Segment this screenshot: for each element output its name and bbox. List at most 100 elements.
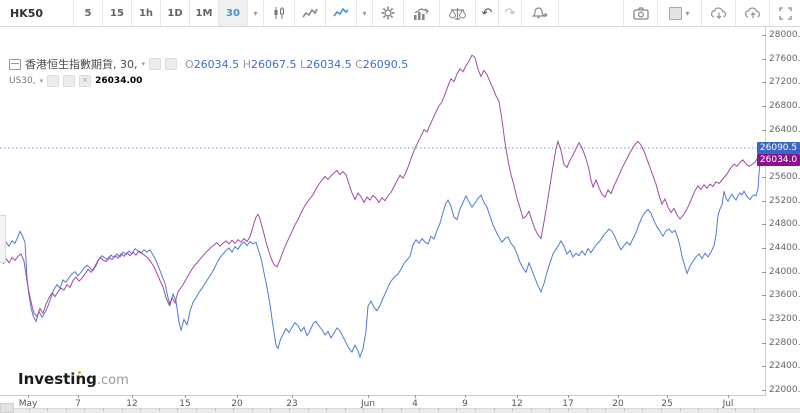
legend-compare-row: US30, ▾ × 26034.00 (9, 75, 408, 87)
alert-button[interactable] (522, 0, 559, 26)
price-tick-label: 27600.0 (769, 53, 800, 64)
strip-tick (66, 408, 67, 411)
time-tick-mark (517, 395, 518, 398)
chart-type-caret[interactable]: ▾ (357, 0, 373, 26)
fullscreen-button[interactable] (769, 0, 800, 26)
bell-plus-icon (532, 7, 548, 19)
price-tick-label: 26800.0 (769, 101, 800, 111)
gear-icon (381, 6, 395, 20)
compare-eye-icon[interactable] (47, 75, 60, 87)
price-tick-mark (762, 82, 766, 84)
price-tick-label: 26400.0 (769, 124, 800, 135)
time-tick-label: 20 (231, 399, 243, 409)
strip-tick (624, 408, 625, 411)
price-chart[interactable] (0, 26, 800, 413)
logo-text: Investing (18, 370, 97, 388)
compare-value: 26034.00 (95, 76, 143, 86)
layout-square-icon (669, 6, 683, 20)
toolbar: HK50 5 15 1h 1D 1M 30 ▾ ▾ (0, 0, 800, 27)
instrument-caret-icon[interactable]: ▾ (141, 60, 146, 68)
time-tick-label: 7 (75, 399, 81, 409)
ohlc-values: O26034.5 H26067.5 L26034.5 C26090.5 (185, 58, 408, 71)
bottom-scroll-strip[interactable] (0, 408, 800, 413)
time-tick-label: 12 (126, 399, 138, 409)
undo-button[interactable]: ↶ (476, 0, 499, 26)
timeframe-30[interactable]: 30 (219, 0, 248, 26)
legend-toggle-icon[interactable] (9, 58, 21, 70)
settings-button[interactable] (373, 0, 404, 26)
chart-area[interactable]: 28000.0 27600.0 27200.0 26800.0 26400.0 25600… (0, 26, 800, 413)
price-tick-mark (762, 106, 766, 107)
price-tick-mark (762, 35, 766, 36)
screenshot-button[interactable] (623, 0, 657, 26)
time-tick-label: May (18, 399, 38, 409)
strip-tick (289, 408, 290, 411)
strip-tick (475, 408, 476, 411)
drawing-panel-handle[interactable] (0, 215, 6, 263)
time-tick-mark (667, 395, 668, 398)
time-tick-label: 23 (286, 399, 298, 409)
interval-dropdown-caret[interactable]: ▾ (248, 0, 264, 26)
compare-button[interactable] (440, 0, 476, 26)
price-tick-mark (762, 248, 766, 249)
time-tick-label: 12 (511, 399, 523, 409)
time-tick-mark (728, 395, 729, 398)
logo-tld: .com (96, 373, 129, 388)
strip-tick (84, 408, 85, 411)
redo-button[interactable]: ↷ (499, 0, 522, 26)
legend-eye-icon[interactable] (149, 58, 162, 70)
time-tick-mark (368, 395, 369, 398)
strip-tick (438, 408, 439, 411)
price-tag-us30: 26034.0 (757, 153, 800, 166)
strip-tick (401, 408, 402, 411)
strip-tick (326, 408, 327, 411)
price-axis-line (765, 26, 766, 395)
close-value: 26090.5 (362, 57, 409, 71)
line-chart-button-selected[interactable] (326, 0, 357, 26)
price-tick-mark (762, 177, 766, 178)
area-chart-button[interactable] (295, 0, 326, 26)
strip-tick (531, 408, 532, 411)
save-layout-button[interactable] (735, 0, 769, 26)
strip-tick (605, 408, 606, 411)
price-tick-mark (762, 58, 766, 60)
series-hk50 (2, 147, 763, 359)
price-tick-label: 28000.0 (769, 30, 800, 40)
strip-tick (717, 408, 718, 411)
bottom-left-handle[interactable] (0, 403, 14, 413)
open-label: O (185, 57, 194, 71)
strip-tick (512, 408, 513, 411)
strip-tick (587, 408, 588, 411)
timeframe-5[interactable]: 5 (74, 0, 103, 26)
instrument-title[interactable]: 香港恒生指數期貨, 30, (25, 58, 138, 71)
compare-settings-icon[interactable] (63, 75, 76, 87)
strip-tick (122, 408, 123, 411)
compare-remove-icon[interactable]: × (79, 75, 92, 87)
price-tick-label: 22800.0 (769, 337, 800, 348)
price-tick-label: 24400.0 (769, 243, 800, 253)
timeframe-1M[interactable]: 1M (190, 0, 219, 26)
candlestick-chart-button[interactable] (264, 0, 295, 26)
investing-logo: Investing .com (18, 370, 129, 388)
compare-symbol[interactable]: US30, (9, 76, 36, 86)
symbol-button[interactable]: HK50 (0, 0, 74, 26)
price-tick-mark (762, 390, 766, 391)
time-tick-mark (292, 395, 293, 398)
strip-tick (103, 408, 104, 411)
strip-tick (698, 408, 699, 411)
price-tick-mark (762, 271, 766, 273)
scales-icon (449, 7, 466, 20)
timeframe-1h[interactable]: 1h (132, 0, 161, 26)
compare-caret-icon[interactable]: ▾ (39, 77, 44, 85)
timeframe-1D[interactable]: 1D (161, 0, 190, 26)
layout-select-button[interactable]: ▾ (657, 0, 701, 26)
time-tick-mark (568, 395, 569, 398)
legend-settings-icon[interactable] (165, 58, 178, 70)
timeframe-15[interactable]: 15 (103, 0, 132, 26)
indicators-button[interactable] (404, 0, 440, 26)
load-layout-button[interactable] (701, 0, 735, 26)
logo-orange-dot (78, 371, 81, 374)
toolbar-right-group: ▾ (623, 0, 800, 26)
legend: 香港恒生指數期貨, 30, ▾ O26034.5 H26067.5 L26034… (9, 56, 408, 87)
